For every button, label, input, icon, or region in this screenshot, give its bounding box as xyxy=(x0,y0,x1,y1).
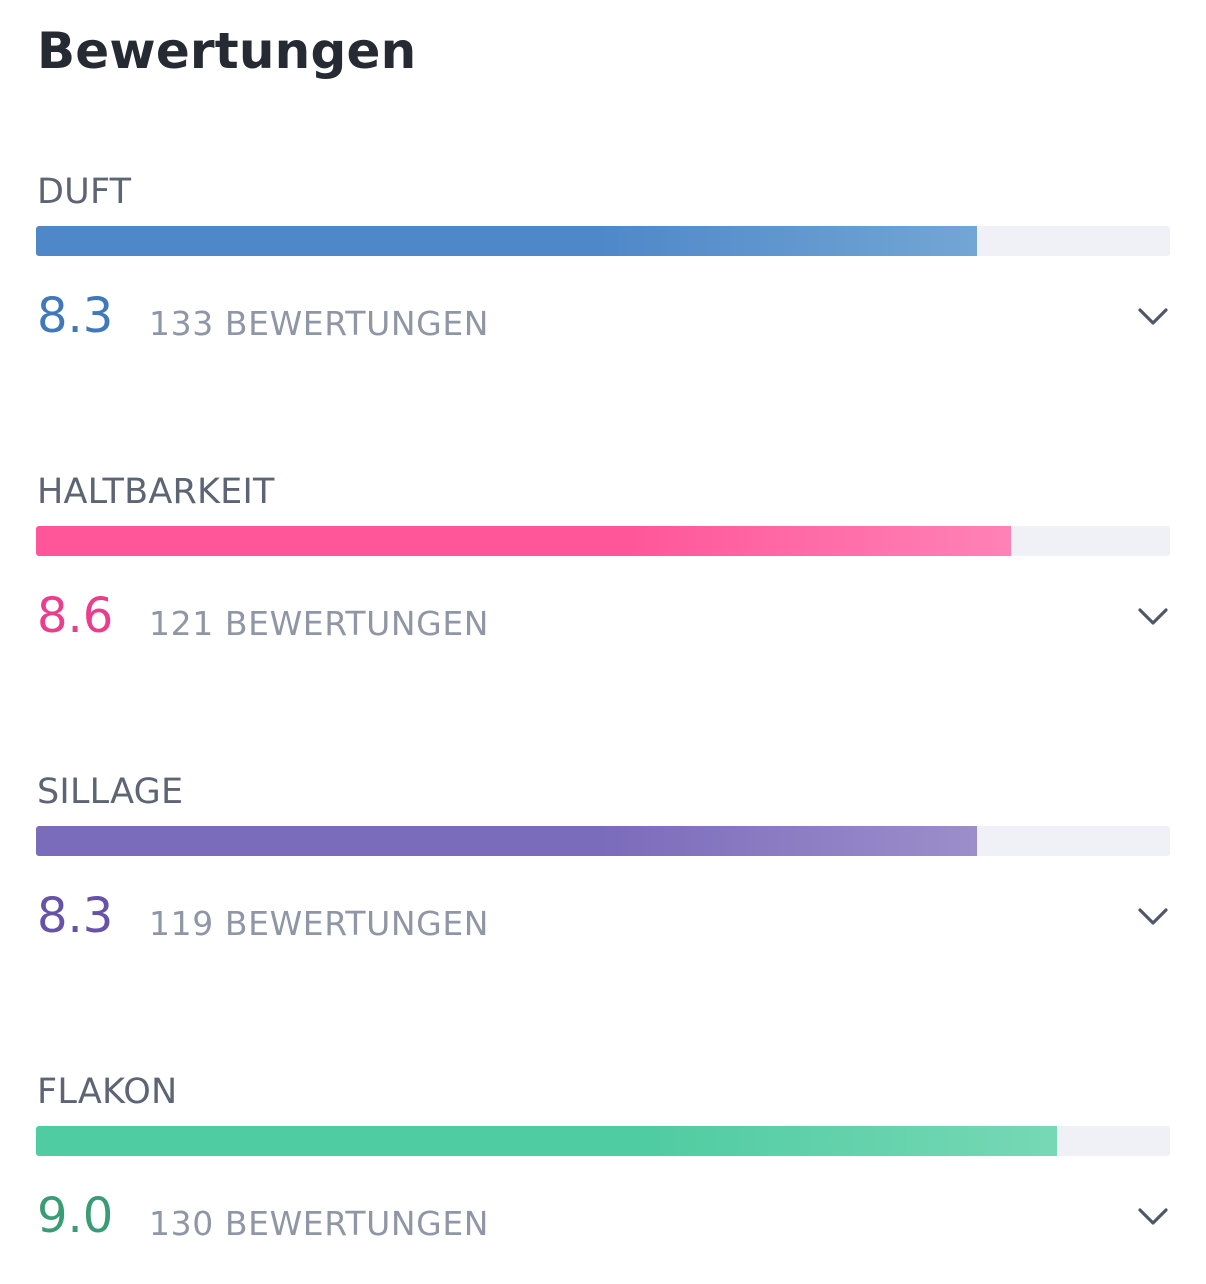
rating-bar-fill xyxy=(36,226,978,256)
rating-count: 133 BEWERTUNGEN xyxy=(149,304,490,343)
rating-bar-fill xyxy=(36,1126,1057,1156)
rating-count: 119 BEWERTUNGEN xyxy=(149,904,490,943)
rating-score: 9.0 xyxy=(37,1188,114,1244)
rating-bar-track xyxy=(36,226,1170,256)
rating-bar-fill xyxy=(36,826,978,856)
chevron-down-icon[interactable] xyxy=(1132,600,1174,632)
rating-count: 121 BEWERTUNGEN xyxy=(149,604,490,643)
rating-label: DUFT xyxy=(37,172,132,212)
rating-count: 130 BEWERTUNGEN xyxy=(149,1204,490,1243)
rating-bar-track xyxy=(36,826,1170,856)
page-title: Bewertungen xyxy=(37,22,417,80)
rating-score: 8.3 xyxy=(37,288,114,344)
chevron-down-icon[interactable] xyxy=(1132,300,1174,332)
rating-score: 8.6 xyxy=(37,588,114,644)
rating-row-sillage: SILLAGE 8.3 119 BEWERTUNGEN xyxy=(0,772,1206,974)
rating-bar-track xyxy=(36,1126,1170,1156)
rating-row-duft: DUFT 8.3 133 BEWERTUNGEN xyxy=(0,172,1206,374)
chevron-down-icon[interactable] xyxy=(1132,1200,1174,1232)
chevron-down-icon[interactable] xyxy=(1132,900,1174,932)
rating-score: 8.3 xyxy=(37,888,114,944)
rating-row-flakon: FLAKON 9.0 130 BEWERTUNGEN xyxy=(0,1072,1206,1274)
rating-row-haltbarkeit: HALTBARKEIT 8.6 121 BEWERTUNGEN xyxy=(0,472,1206,674)
rating-label: SILLAGE xyxy=(37,772,184,812)
rating-label: HALTBARKEIT xyxy=(37,472,275,512)
rating-bar-track xyxy=(36,526,1170,556)
rating-bar-fill xyxy=(36,526,1012,556)
rating-label: FLAKON xyxy=(37,1072,178,1112)
